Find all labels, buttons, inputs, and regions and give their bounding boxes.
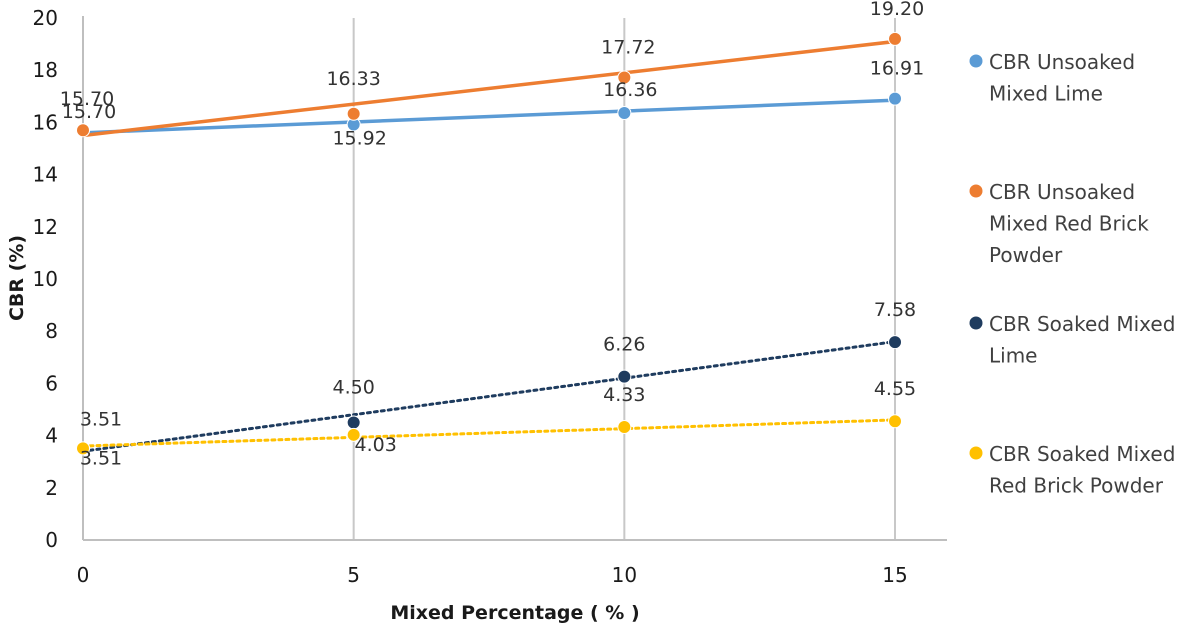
data-point-series-4 bbox=[76, 441, 90, 456]
y-tick-label: 16 bbox=[33, 110, 58, 134]
legend-marker-4 bbox=[969, 446, 983, 460]
data-label-series-1: 16.91 bbox=[870, 58, 924, 80]
legend-label-3: CBR Soaked Mixed bbox=[989, 312, 1175, 336]
data-point-series-2 bbox=[617, 70, 632, 85]
legend-label-1: Mixed Lime bbox=[989, 82, 1103, 106]
y-tick-label: 6 bbox=[45, 371, 58, 395]
data-point-series-4 bbox=[888, 414, 902, 429]
legend-label-3: Lime bbox=[989, 344, 1038, 368]
legend: CBR Unsoaked Mixed Lime CBR Unsoaked Mixed … bbox=[969, 50, 1175, 498]
data-point-series-3 bbox=[888, 335, 902, 350]
y-tick-label: 8 bbox=[45, 319, 58, 343]
y-tick-label: 20 bbox=[33, 6, 58, 30]
data-label-series-3: 7.58 bbox=[874, 299, 916, 321]
y-axis-title: CBR (%) bbox=[6, 235, 28, 321]
y-tick-label: 2 bbox=[45, 476, 58, 500]
trendline-series-4 bbox=[81, 418, 897, 448]
data-point-series-1 bbox=[888, 91, 902, 106]
y-tick-label: 14 bbox=[33, 163, 58, 187]
data-label-series-3: 3.51 bbox=[80, 447, 122, 469]
data-label-series-1: 16.36 bbox=[603, 79, 657, 101]
legend-label-2: CBR Unsoaked bbox=[989, 180, 1135, 204]
x-tick-label: 10 bbox=[612, 563, 637, 587]
y-tick-label: 10 bbox=[33, 267, 58, 291]
data-point-series-3 bbox=[346, 415, 361, 430]
data-label-series-2: 16.33 bbox=[326, 68, 380, 90]
data-point-series-4 bbox=[617, 419, 632, 434]
x-tick-label: 15 bbox=[882, 563, 907, 587]
x-axis-title: Mixed Percentage ( % ) bbox=[390, 602, 639, 624]
y-tick-label: 4 bbox=[45, 424, 58, 448]
legend-marker-3 bbox=[969, 316, 983, 330]
data-label-series-4: 4.55 bbox=[874, 378, 916, 400]
data-points bbox=[76, 31, 902, 456]
y-tick-label: 12 bbox=[33, 215, 58, 239]
data-label-series-2: 15.70 bbox=[60, 88, 114, 110]
x-tick-label: 0 bbox=[77, 563, 90, 587]
axes bbox=[82, 16, 947, 541]
legend-label-2: Mixed Red Brick bbox=[989, 212, 1149, 236]
data-label-series-2: 19.20 bbox=[870, 0, 924, 20]
x-tick-label: 5 bbox=[347, 563, 360, 587]
legend-label-4: CBR Soaked Mixed bbox=[989, 442, 1175, 466]
trendlines bbox=[81, 39, 897, 453]
data-label-series-2: 17.72 bbox=[601, 37, 655, 59]
data-point-series-2 bbox=[76, 123, 90, 138]
legend-label-2: Powder bbox=[989, 243, 1063, 267]
data-label-series-1: 15.92 bbox=[332, 127, 386, 149]
y-tick-label: 18 bbox=[33, 58, 58, 82]
data-label-series-4: 4.33 bbox=[603, 384, 645, 406]
data-point-series-3 bbox=[617, 369, 632, 384]
data-label-series-1: 15.70 bbox=[62, 101, 116, 123]
legend-marker-1 bbox=[969, 54, 983, 68]
data-point-series-2 bbox=[346, 106, 361, 121]
data-point-series-4 bbox=[346, 427, 361, 442]
legend-marker-2 bbox=[969, 184, 983, 198]
data-label-series-3: 4.50 bbox=[333, 377, 375, 399]
data-label-series-3: 6.26 bbox=[603, 334, 645, 356]
data-point-series-2 bbox=[888, 31, 902, 46]
tick-labels: 0 2 4 6 8 10 12 14 16 18 20 0 5 10 15 bbox=[33, 6, 908, 587]
trendline-series-2 bbox=[82, 39, 896, 138]
data-labels: 15.70 15.92 16.36 16.91 15.70 16.33 17.72 19.20… bbox=[60, 0, 924, 469]
data-label-series-4: 4.03 bbox=[355, 434, 397, 456]
trendline-series-3 bbox=[81, 340, 897, 453]
data-label-series-4: 3.51 bbox=[80, 408, 122, 430]
legend-label-4: Red Brick Powder bbox=[989, 474, 1164, 498]
trendline-series-1 bbox=[82, 98, 896, 135]
data-point-series-1 bbox=[617, 106, 632, 121]
legend-label-1: CBR Unsoaked bbox=[989, 50, 1135, 74]
y-tick-label: 0 bbox=[45, 528, 58, 552]
